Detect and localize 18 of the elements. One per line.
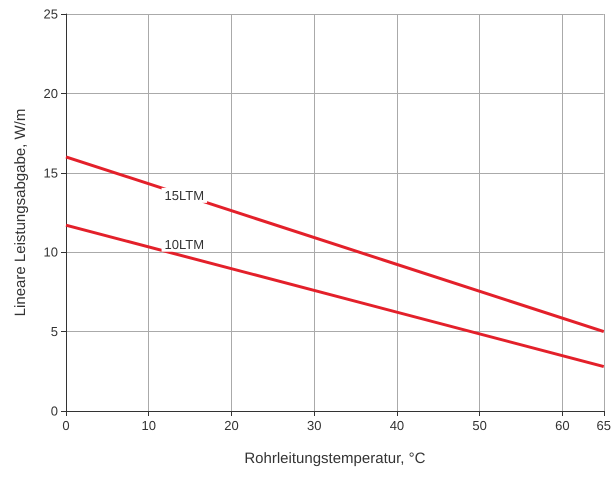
y-tick-label: 5 (50, 324, 58, 340)
series-label: 10LTM (164, 236, 204, 252)
y-tick-label: 20 (44, 86, 58, 101)
y-tick-label: 25 (44, 6, 58, 22)
x-tick-label: 0 (62, 418, 70, 433)
x-tick-label: 20 (224, 418, 239, 433)
x-tick-label: 30 (306, 418, 322, 433)
x-tick-label: 60 (555, 418, 570, 433)
y-tick-label: 0 (50, 404, 58, 418)
x-tick-label: 10 (142, 418, 156, 433)
x-tick-label: 40 (390, 418, 404, 433)
x-axis-title: Rohrleitungstemperatur, °C (244, 450, 426, 467)
y-tick-label: 10 (44, 244, 58, 260)
x-tick-label: 65 (596, 418, 612, 433)
series-label: 15LTM (164, 188, 204, 203)
x-tick-label: 50 (472, 418, 487, 433)
y-axis-title: Lineare Leistungsabgabe, W/m (12, 108, 29, 316)
y-tick-label: 15 (44, 165, 58, 180)
